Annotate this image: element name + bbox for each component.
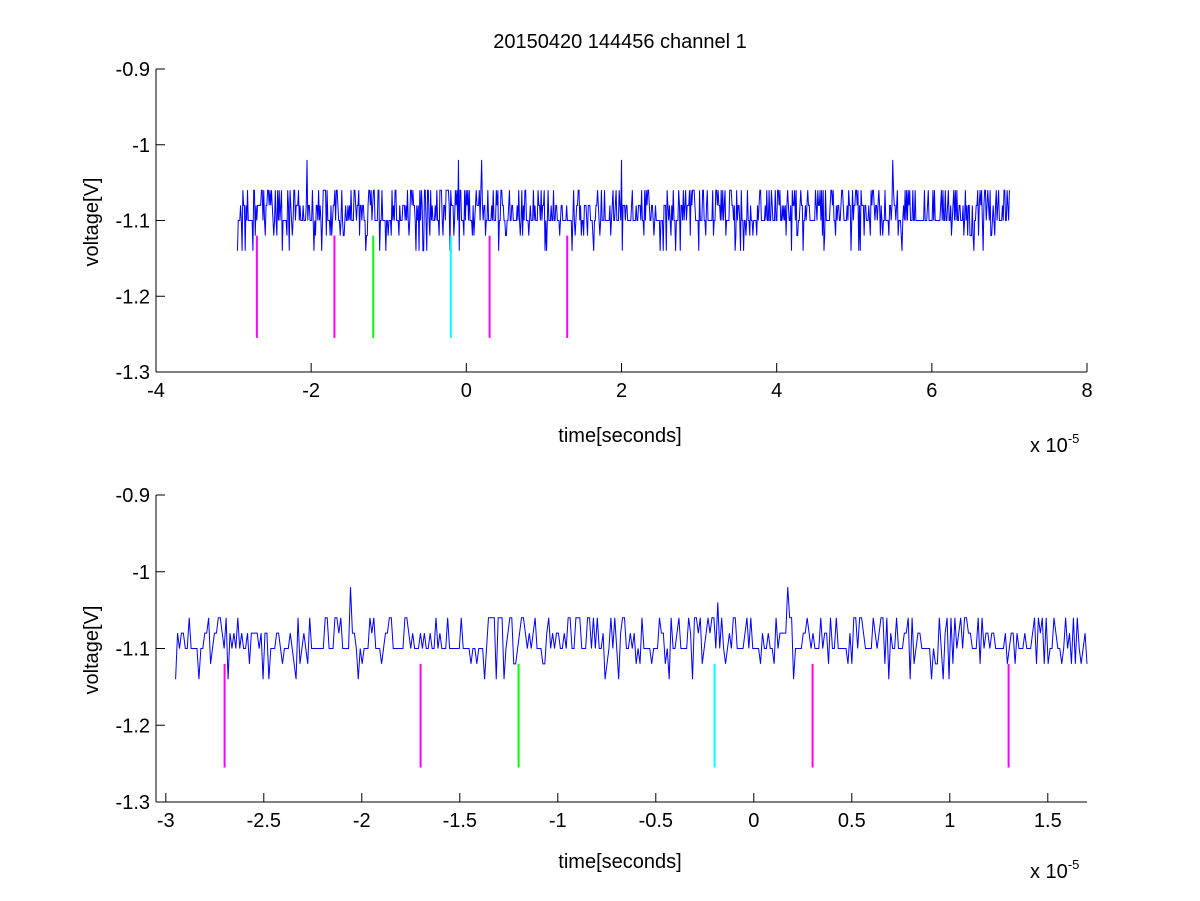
y-tick-label: -1.3	[116, 792, 150, 814]
plot-area-top: -4 -2 0 2 4 6 8 -1.3 -1.2 -1.1 -1 -0.9	[116, 59, 1093, 402]
x-axis-label-top: time[seconds]	[558, 425, 681, 447]
x-tick-label: -4	[147, 380, 165, 402]
y-tick-label: -1.2	[116, 715, 150, 737]
x-tick-label: -0.5	[639, 810, 673, 832]
y-tick-label: -1.1	[116, 639, 150, 661]
y-tick-label: -1.3	[116, 362, 150, 384]
x-tick-label: 0	[748, 810, 759, 832]
x-tick-label: 6	[926, 380, 937, 402]
x-tick-label: -2	[353, 810, 371, 832]
y-tick-label: -1	[132, 562, 150, 584]
x-exponent-top: x 10-5	[1030, 431, 1079, 457]
y-axis-label-bottom: voltage[V]	[81, 606, 103, 695]
subplot-bottom: -3 -2.5 -2 -1.5 -1 -0.5 0 0.5 1 1.5 -1.3 -1.2 -1.1 -1…	[81, 485, 1088, 883]
x-exponent-base-top: x 10	[1030, 435, 1068, 457]
signal-trace	[236, 159, 1010, 252]
signal-trace	[175, 587, 1088, 680]
x-exponent-power-bottom: -5	[1068, 857, 1080, 872]
y-tick-label: -1.2	[116, 286, 150, 308]
x-exponent-bottom: x 10-5	[1030, 857, 1079, 883]
x-exponent-power-top: -5	[1068, 431, 1080, 446]
x-tick-label: 1.5	[1034, 810, 1062, 832]
x-axis-label-bottom: time[seconds]	[558, 851, 681, 873]
x-tick-label: 1	[944, 810, 955, 832]
figure-title: 20150420 144456 channel 1	[493, 31, 747, 53]
x-tick-label: -1	[549, 810, 567, 832]
y-tick-label: -1.1	[116, 211, 150, 233]
y-axis-label-top: voltage[V]	[81, 178, 103, 267]
x-tick-label: -2	[302, 380, 320, 402]
x-exponent-base-bottom: x 10	[1030, 861, 1068, 883]
x-tick-label: -2.5	[247, 810, 281, 832]
x-tick-label: 2	[616, 380, 627, 402]
y-tick-label: -1	[132, 135, 150, 157]
y-tick-label: -0.9	[116, 59, 150, 81]
subplot-top: -4 -2 0 2 4 6 8 -1.3 -1.2 -1.1 -1 -0.9 time[seconds…	[81, 59, 1093, 457]
x-tick-label: 8	[1081, 380, 1092, 402]
x-tick-label: 4	[771, 380, 782, 402]
plot-area-bottom: -3 -2.5 -2 -1.5 -1 -0.5 0 0.5 1 1.5 -1.3 -1.2 -1.1 -1…	[116, 485, 1088, 832]
x-tick-label: 0	[461, 380, 472, 402]
y-tick-label: -0.9	[116, 485, 150, 507]
x-tick-label: 0.5	[838, 810, 866, 832]
x-tick-label: -1.5	[443, 810, 477, 832]
x-tick-label: -3	[157, 810, 175, 832]
